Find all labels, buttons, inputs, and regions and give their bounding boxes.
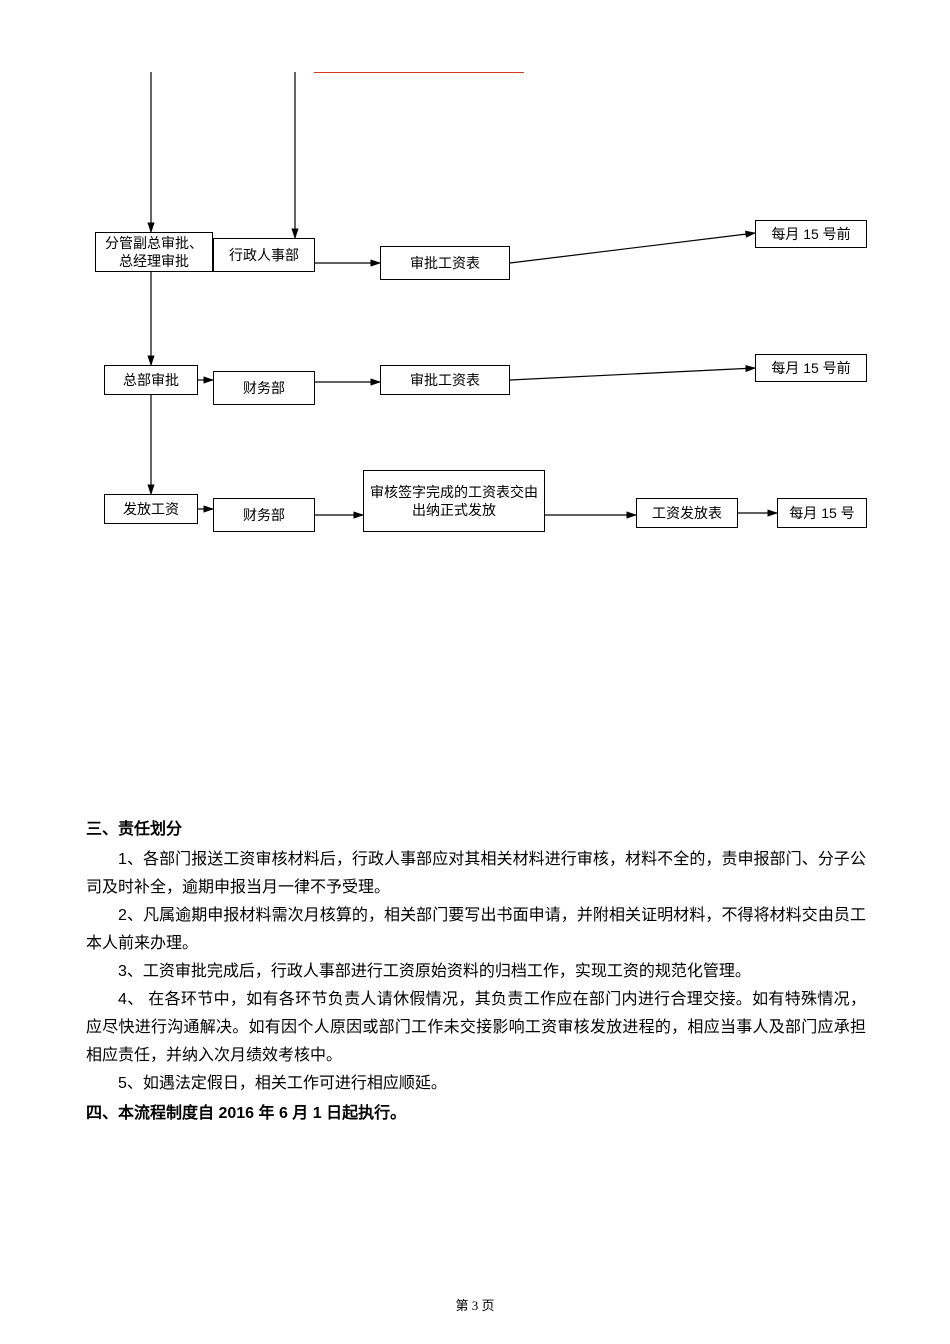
section-4-title: 四、本流程制度自 2016 年 6 月 1 日起执行。 <box>86 1100 866 1128</box>
document-page: 分管副总审批、总经理审批行政人事部审批工资表每月 15 号前总部审批财务部审批工… <box>0 0 950 1344</box>
flowchart-node: 每月 15 号前 <box>755 354 867 382</box>
s4-year: 2016 <box>218 1105 254 1122</box>
paragraph-3: 3、工资审批完成后，行政人事部进行工资原始资料的归档工作，实现工资的规范化管理。 <box>86 958 866 986</box>
section-3-title: 三、责任划分 <box>86 816 866 844</box>
paragraph-5: 5、如遇法定假日，相关工作可进行相应顺延。 <box>86 1070 866 1098</box>
s4-month: 6 <box>279 1105 288 1122</box>
s4-prefix: 四、本流程制度自 <box>86 1105 218 1122</box>
s4-suffix: 日起执行。 <box>322 1105 406 1122</box>
flowchart-node: 每月 15 号 <box>777 498 867 528</box>
paragraph-2: 2、凡属逾期申报材料需次月核算的，相关部门要写出书面申请，并附相关证明材料，不得… <box>86 902 866 958</box>
flowchart-node: 财务部 <box>213 371 315 405</box>
flowchart-node: 行政人事部 <box>213 238 315 272</box>
s4-day: 1 <box>313 1105 322 1122</box>
flowchart-node: 审批工资表 <box>380 246 510 280</box>
flowchart-node: 财务部 <box>213 498 315 532</box>
flowchart-node: 审批工资表 <box>380 365 510 395</box>
flowchart-node: 审核签字完成的工资表交由出纳正式发放 <box>363 470 545 532</box>
s4-mid1: 年 <box>254 1105 279 1122</box>
body-text: 三、责任划分 1、各部门报送工资审核材料后，行政人事部应对其相关材料进行审核，材… <box>86 816 866 1128</box>
paragraph-1: 1、各部门报送工资审核材料后，行政人事部应对其相关材料进行审核，材料不全的，责申… <box>86 846 866 902</box>
flowchart-node: 分管副总审批、总经理审批 <box>95 232 213 272</box>
flowchart-node: 总部审批 <box>104 365 198 395</box>
flowchart-node: 每月 15 号前 <box>755 220 867 248</box>
flowchart-node: 工资发放表 <box>636 498 738 528</box>
page-footer: 第 3 页 <box>0 1295 950 1314</box>
paragraph-4: 4、 在各环节中，如有各环节负责人请休假情况，其负责工作应在部门内进行合理交接。… <box>86 986 866 1070</box>
decorative-red-line <box>314 72 524 73</box>
flowchart-node: 发放工资 <box>104 494 198 524</box>
flowchart-diagram: 分管副总审批、总经理审批行政人事部审批工资表每月 15 号前总部审批财务部审批工… <box>0 0 950 620</box>
s4-mid2: 月 <box>288 1105 313 1122</box>
